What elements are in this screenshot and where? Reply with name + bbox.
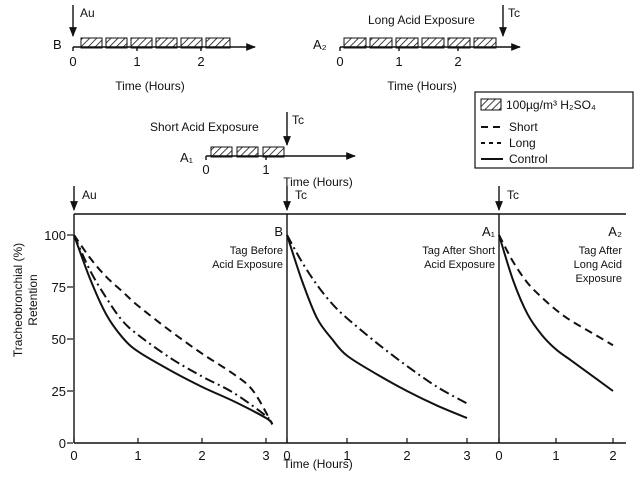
timeline-a2-acid-block: [447, 37, 471, 49]
timeline-a2-title: Long Acid Exposure: [368, 13, 475, 27]
panel-marker-label: Au: [82, 188, 97, 202]
y-tick-label: 0: [59, 436, 66, 451]
panel-id-label: B: [274, 224, 283, 239]
timeline-a2-tick-label: 2: [454, 54, 461, 69]
x-tick-label: 0: [283, 448, 290, 463]
panel-annotation-line: Exposure: [576, 273, 622, 285]
panel-annotation-line: Tag Before: [230, 245, 283, 257]
panel-marker-label: Tc: [295, 188, 307, 202]
y-axis-label-line1: Tracheobronchial (%): [11, 243, 25, 357]
main-chart: Tracheobronchial (%) Retention 0 25 50 7…: [11, 186, 626, 471]
y-axis-title: Tracheobronchial (%) Retention: [11, 243, 40, 357]
y-tick-label: 50: [52, 332, 66, 347]
timeline-b-tick-label: 2: [197, 54, 204, 69]
series-long-line: [73, 234, 274, 425]
timeline-a2-acid-block: [421, 37, 445, 49]
timeline-b-tick-label: 0: [69, 54, 76, 69]
panel-annotation-line: Tag After: [579, 245, 623, 257]
timeline-a2-acid-block: [395, 37, 419, 49]
timeline-a2-acid-block: [343, 37, 367, 49]
panel-annotation-line: Acid Exposure: [424, 259, 495, 271]
x-tick-label: 1: [134, 448, 141, 463]
panel-annotation-line: Long Acid: [574, 259, 622, 271]
timeline-a2-acid-block: [473, 37, 497, 49]
timeline-a2: A₂ Long Acid Exposure Tc 0 1 2 Time (Hou…: [313, 5, 521, 93]
panel-marker-label: Tc: [507, 188, 519, 202]
timeline-a1-xlabel: Time (Hours): [283, 175, 353, 189]
timeline-b-exposure-blocks: [80, 37, 231, 49]
timeline-b-xlabel: Time (Hours): [115, 79, 185, 93]
y-axis-label-line2: Retention: [26, 274, 40, 325]
timeline-b-acid-block: [80, 37, 103, 49]
x-axis-title: Time (Hours): [283, 457, 353, 471]
timeline-b-marker-label: Au: [80, 6, 95, 20]
timeline-a2-xlabel: Time (Hours): [387, 79, 457, 93]
x-tick-label: 0: [495, 448, 502, 463]
legend-acid-label: 100µg/m³ H₂SO₄: [506, 98, 596, 112]
timeline-b-acid-block: [205, 37, 231, 49]
timeline-b-panel-label: B: [53, 37, 62, 52]
timeline-a2-panel-label: A₂: [313, 37, 327, 52]
panel-id-label: A₁: [482, 224, 496, 239]
timeline-a1: A₁ Short Acid Exposure Tc 0 1 Time (Hour…: [150, 112, 356, 189]
legend-short-label: Short: [509, 120, 538, 134]
y-tick-label: 25: [52, 384, 66, 399]
timeline-a2-acid-block: [369, 37, 393, 49]
timeline-a1-panel-label: A₁: [180, 150, 194, 165]
series-control-line: [286, 234, 468, 419]
timeline-a2-marker-label: Tc: [508, 6, 520, 20]
series-long-line: [498, 234, 614, 347]
series-short-line: [73, 234, 274, 425]
timeline-a1-exposure-blocks: [210, 146, 285, 158]
timeline-b-acid-block: [130, 37, 153, 49]
panels-group: Au B Tag Before Acid Exposure 0 1 2 3 Tc A₁ Tag Af…: [70, 186, 626, 463]
x-tick-label: 0: [70, 448, 77, 463]
panel-annotation-line: Tag After Short: [422, 245, 495, 257]
timeline-a1-title: Short Acid Exposure: [150, 120, 259, 134]
legend-long-label: Long: [509, 136, 536, 150]
x-tick-label: 3: [463, 448, 470, 463]
x-tick-label: 1: [552, 448, 559, 463]
series-control-line: [73, 234, 274, 425]
legend-control-label: Control: [509, 152, 548, 166]
timeline-a2-tick-label: 1: [395, 54, 402, 69]
legend-acid-swatch: [480, 98, 502, 111]
retention-panel: Tc A₂ Tag After Long Acid Exposure 0 1 2: [495, 186, 626, 463]
retention-panel: Au B Tag Before Acid Exposure 0 1 2 3: [70, 186, 287, 463]
timeline-b: B Au 0 1 2 Time (Hours): [53, 5, 256, 93]
series-control-line: [498, 234, 614, 392]
legend: 100µg/m³ H₂SO₄ Short Long Control: [474, 91, 634, 169]
timeline-a1-acid-block: [262, 146, 285, 158]
timeline-a1-tick-label: 0: [202, 162, 209, 177]
timeline-a1-tick-label: 1: [262, 162, 269, 177]
y-tick-label: 100: [44, 228, 66, 243]
x-tick-label: 2: [609, 448, 616, 463]
timeline-b-tick-label: 1: [133, 54, 140, 69]
x-tick-label: 2: [403, 448, 410, 463]
timeline-a1-marker-label: Tc: [292, 113, 304, 127]
timeline-b-acid-block: [105, 37, 128, 49]
y-tick-label: 75: [52, 280, 66, 295]
x-tick-label: 3: [262, 448, 269, 463]
panel-annotation-line: Acid Exposure: [212, 259, 283, 271]
timeline-b-acid-block: [180, 37, 203, 49]
x-tick-label: 1: [343, 448, 350, 463]
timeline-a1-acid-block: [210, 146, 233, 158]
timeline-a2-tick-label: 0: [336, 54, 343, 69]
panel-id-label: A₂: [608, 224, 622, 239]
timeline-b-acid-block: [155, 37, 178, 49]
x-tick-label: 2: [198, 448, 205, 463]
series-short-line: [286, 234, 468, 405]
timeline-a2-exposure-blocks: [343, 37, 497, 49]
timeline-a1-acid-block: [236, 146, 259, 158]
retention-panel: Tc A₁ Tag After Short Acid Exposure 0 1 2 3: [283, 186, 499, 463]
